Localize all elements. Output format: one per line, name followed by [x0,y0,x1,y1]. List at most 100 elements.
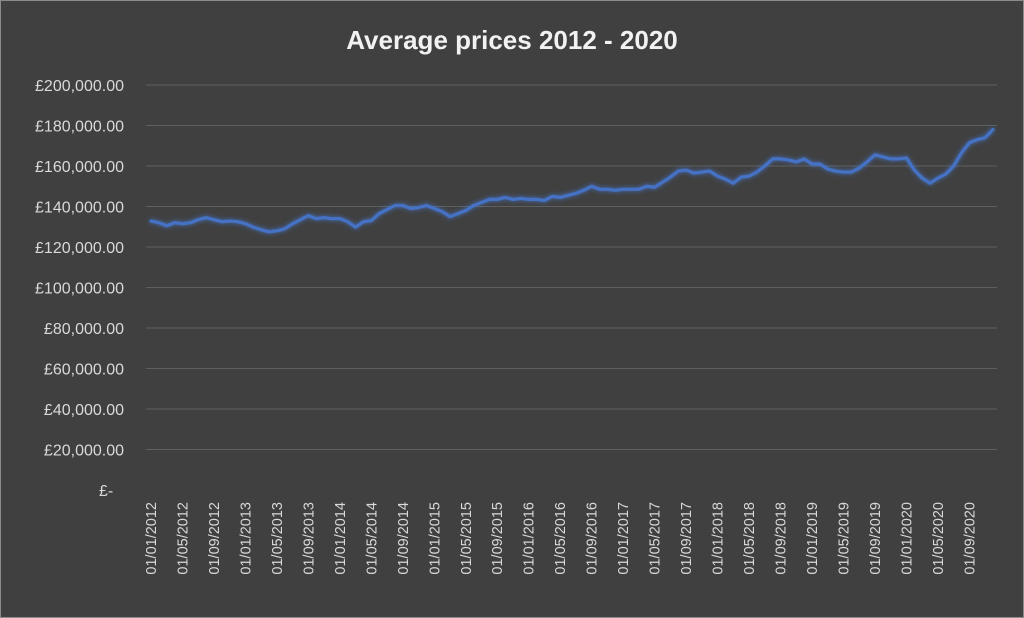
data-point [700,171,703,174]
series-line [149,127,995,234]
x-tick-label: 01/05/2019 [836,502,852,575]
x-tick-label: 01/01/2020 [899,502,915,575]
data-point [504,196,507,199]
x-tick-label: 01/09/2016 [585,502,601,575]
data-point [574,192,577,195]
data-point [551,195,554,198]
x-tick-label: 01/05/2016 [553,502,569,575]
data-point [653,186,656,189]
data-point [866,160,869,163]
data-point [496,198,499,201]
y-tick-label: £- [99,483,113,500]
x-tick-label: 01/01/2018 [711,502,727,575]
x-tick-label: 01/01/2013 [238,502,254,575]
x-tick-label: 01/01/2016 [522,502,538,575]
x-tick-label: 01/05/2017 [648,502,664,575]
data-point [260,228,263,231]
data-point [984,136,987,139]
data-point [338,217,341,220]
data-point [456,212,459,215]
x-tick-label: 01/09/2017 [679,502,695,575]
x-tick-label: 01/09/2015 [490,502,506,575]
data-point [268,230,271,233]
data-point [283,227,286,230]
data-point [913,169,916,172]
data-point [661,181,664,184]
data-point [748,175,751,178]
data-point [716,175,719,178]
data-point [543,199,546,202]
data-point [244,222,247,225]
data-point [889,157,892,160]
x-tick-label: 01/05/2013 [270,502,286,575]
data-point [425,204,428,207]
data-point [724,178,727,181]
data-point [252,226,255,229]
data-point [732,182,735,185]
y-tick-label: £80,000.00 [44,321,124,338]
data-point [315,217,318,220]
data-point [527,198,530,201]
x-tick-label: 01/05/2020 [931,502,947,575]
data-point [299,218,302,221]
data-point [873,153,876,156]
x-tick-label: 01/05/2018 [742,502,758,575]
data-point [992,128,995,131]
y-tick-label: £140,000.00 [35,200,124,217]
series-group [149,127,995,234]
chart-title: Average prices 2012 - 2020 [346,25,678,55]
data-point [472,204,475,207]
x-tick-label: 01/09/2012 [207,502,223,575]
gridlines [146,84,997,450]
data-point [464,209,467,212]
x-tick-label: 01/09/2019 [868,502,884,575]
data-point [976,138,979,141]
data-point [960,151,963,154]
data-point [771,157,774,160]
data-point [409,207,412,210]
data-point [511,198,514,201]
data-point [929,182,932,185]
data-point [205,216,208,219]
data-point [606,188,609,191]
data-point [157,221,160,224]
x-tick-label: 01/09/2020 [962,502,978,575]
data-point [897,157,900,160]
data-point [480,201,483,204]
y-tick-label: £200,000.00 [35,78,124,95]
data-point [291,222,294,225]
data-point [818,162,821,165]
data-point [220,220,223,223]
x-tick-label: 01/01/2019 [805,502,821,575]
data-point [787,158,790,161]
data-point [378,212,381,215]
data-point [236,220,239,223]
data-point [189,221,192,224]
data-point [685,169,688,172]
data-point [740,176,743,179]
data-point [519,197,522,200]
data-point [708,170,711,173]
data-point [582,189,585,192]
x-axis-labels: 01/01/2012 01/05/2012 01/09/2012 01/01/2013… [144,502,978,575]
x-tick-label: 01/05/2012 [175,502,191,575]
data-point [645,185,648,188]
data-point [692,172,695,175]
data-point [622,188,625,191]
data-point [401,204,404,207]
data-point [150,220,153,223]
data-point [637,188,640,191]
y-tick-label: £120,000.00 [35,240,124,257]
data-point [370,219,373,222]
data-point [944,173,947,176]
data-point [197,218,200,221]
data-point [307,214,310,217]
data-point [858,167,861,170]
data-point [921,177,924,180]
x-tick-label: 01/09/2018 [774,502,790,575]
x-tick-label: 01/05/2014 [364,502,380,575]
data-point [393,204,396,207]
data-point [330,217,333,220]
